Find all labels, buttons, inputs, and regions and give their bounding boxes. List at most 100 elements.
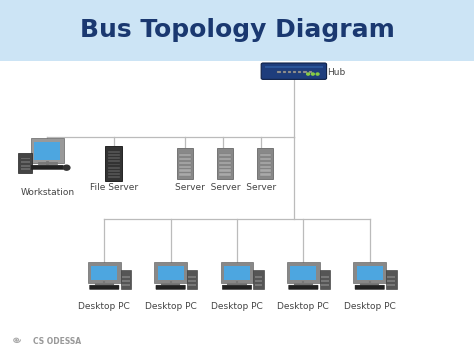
Text: Desktop PC: Desktop PC	[344, 302, 396, 311]
FancyBboxPatch shape	[188, 280, 196, 282]
FancyBboxPatch shape	[21, 165, 30, 167]
FancyBboxPatch shape	[157, 266, 184, 280]
FancyBboxPatch shape	[188, 276, 196, 278]
FancyBboxPatch shape	[255, 280, 262, 282]
FancyBboxPatch shape	[265, 66, 323, 68]
FancyBboxPatch shape	[288, 71, 291, 73]
FancyBboxPatch shape	[88, 262, 120, 283]
FancyBboxPatch shape	[108, 173, 120, 175]
FancyBboxPatch shape	[177, 148, 193, 179]
FancyBboxPatch shape	[179, 158, 191, 160]
FancyBboxPatch shape	[319, 270, 330, 289]
FancyBboxPatch shape	[255, 276, 262, 278]
Text: Desktop PC: Desktop PC	[145, 302, 197, 311]
FancyBboxPatch shape	[18, 153, 32, 173]
FancyBboxPatch shape	[0, 61, 474, 356]
FancyBboxPatch shape	[353, 262, 386, 283]
FancyBboxPatch shape	[120, 270, 131, 289]
FancyBboxPatch shape	[108, 167, 120, 168]
FancyBboxPatch shape	[179, 169, 191, 172]
Text: Desktop PC: Desktop PC	[277, 302, 329, 311]
FancyBboxPatch shape	[179, 154, 191, 156]
FancyBboxPatch shape	[179, 166, 191, 168]
Text: Desktop PC: Desktop PC	[78, 302, 130, 311]
FancyBboxPatch shape	[260, 166, 271, 168]
FancyBboxPatch shape	[260, 169, 271, 172]
FancyBboxPatch shape	[387, 276, 395, 278]
FancyBboxPatch shape	[32, 165, 64, 169]
FancyBboxPatch shape	[108, 154, 120, 156]
Circle shape	[311, 73, 314, 75]
FancyBboxPatch shape	[290, 266, 317, 280]
FancyBboxPatch shape	[289, 285, 318, 289]
FancyBboxPatch shape	[122, 276, 130, 278]
FancyBboxPatch shape	[219, 166, 231, 168]
FancyBboxPatch shape	[224, 266, 250, 280]
FancyBboxPatch shape	[0, 0, 474, 61]
FancyBboxPatch shape	[31, 138, 64, 163]
FancyBboxPatch shape	[356, 266, 383, 280]
Text: Bus Topology Diagram: Bus Topology Diagram	[80, 18, 394, 42]
FancyBboxPatch shape	[91, 266, 117, 280]
FancyBboxPatch shape	[108, 151, 120, 152]
FancyBboxPatch shape	[219, 154, 231, 156]
FancyBboxPatch shape	[257, 148, 273, 179]
FancyBboxPatch shape	[283, 71, 286, 73]
FancyBboxPatch shape	[122, 284, 130, 286]
FancyBboxPatch shape	[253, 270, 264, 289]
FancyBboxPatch shape	[260, 162, 271, 164]
FancyBboxPatch shape	[261, 63, 327, 79]
Text: File Server: File Server	[90, 183, 138, 192]
FancyBboxPatch shape	[260, 154, 271, 156]
FancyBboxPatch shape	[90, 285, 119, 289]
Text: Server  Server  Server: Server Server Server	[174, 183, 276, 192]
FancyBboxPatch shape	[187, 270, 197, 289]
FancyBboxPatch shape	[260, 173, 271, 176]
FancyBboxPatch shape	[277, 71, 281, 73]
FancyBboxPatch shape	[122, 280, 130, 282]
FancyBboxPatch shape	[293, 71, 296, 73]
FancyBboxPatch shape	[321, 276, 328, 278]
FancyBboxPatch shape	[219, 162, 231, 164]
Text: Desktop PC: Desktop PC	[211, 302, 263, 311]
FancyBboxPatch shape	[21, 168, 30, 170]
FancyBboxPatch shape	[108, 163, 120, 165]
FancyBboxPatch shape	[105, 146, 122, 181]
FancyBboxPatch shape	[108, 170, 120, 172]
FancyBboxPatch shape	[219, 173, 231, 176]
FancyBboxPatch shape	[260, 158, 271, 160]
Text: CS ODESSA: CS ODESSA	[33, 336, 82, 346]
FancyBboxPatch shape	[222, 285, 252, 289]
FancyBboxPatch shape	[108, 157, 120, 159]
FancyBboxPatch shape	[21, 161, 30, 163]
Circle shape	[307, 73, 310, 75]
FancyBboxPatch shape	[21, 158, 30, 159]
FancyBboxPatch shape	[179, 162, 191, 164]
FancyBboxPatch shape	[219, 158, 231, 160]
Circle shape	[64, 165, 70, 170]
FancyBboxPatch shape	[221, 262, 253, 283]
FancyBboxPatch shape	[156, 285, 185, 289]
FancyBboxPatch shape	[35, 142, 61, 160]
FancyBboxPatch shape	[188, 284, 196, 286]
FancyBboxPatch shape	[255, 284, 262, 286]
FancyBboxPatch shape	[219, 169, 231, 172]
FancyBboxPatch shape	[355, 285, 384, 289]
Circle shape	[316, 73, 319, 75]
Text: Hub: Hub	[327, 68, 346, 78]
FancyBboxPatch shape	[387, 280, 395, 282]
FancyBboxPatch shape	[321, 280, 328, 282]
FancyBboxPatch shape	[298, 71, 301, 73]
FancyBboxPatch shape	[108, 160, 120, 162]
FancyBboxPatch shape	[309, 71, 312, 73]
FancyBboxPatch shape	[387, 284, 395, 286]
FancyBboxPatch shape	[321, 284, 328, 286]
FancyBboxPatch shape	[386, 270, 396, 289]
FancyBboxPatch shape	[303, 71, 307, 73]
FancyBboxPatch shape	[179, 173, 191, 176]
FancyBboxPatch shape	[108, 176, 120, 178]
FancyBboxPatch shape	[155, 262, 187, 283]
Text: Workstation: Workstation	[20, 188, 74, 197]
FancyBboxPatch shape	[287, 262, 319, 283]
FancyBboxPatch shape	[217, 148, 233, 179]
